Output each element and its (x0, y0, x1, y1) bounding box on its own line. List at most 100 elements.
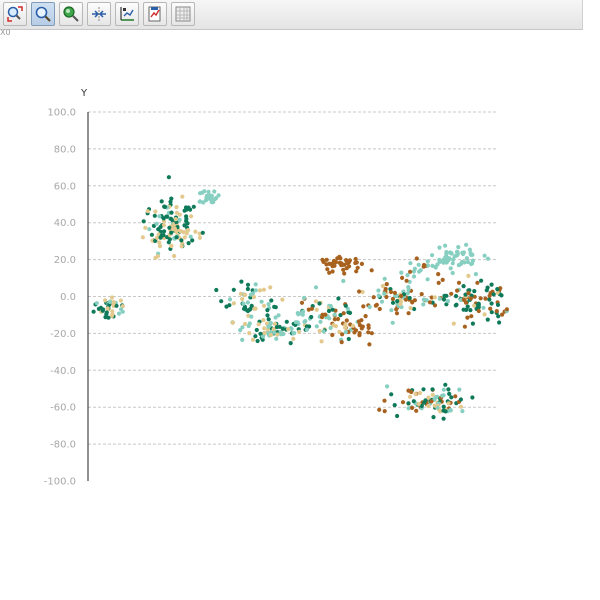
data-point (274, 336, 279, 341)
data-point (100, 308, 105, 313)
data-point (461, 284, 466, 289)
data-point (157, 240, 162, 245)
data-point (167, 225, 172, 230)
data-point (472, 289, 477, 294)
data-point (427, 300, 433, 305)
data-point (476, 308, 481, 314)
data-point (105, 306, 110, 311)
data-point (485, 317, 490, 322)
data-point (462, 324, 467, 329)
data-point (436, 272, 441, 277)
data-point (141, 219, 146, 224)
data-point (266, 302, 271, 307)
data-point (464, 242, 469, 247)
data-point (430, 263, 435, 268)
zoom-green-icon (63, 6, 79, 22)
data-point (359, 326, 364, 331)
data-point (360, 289, 365, 295)
data-point (445, 299, 450, 304)
data-point (426, 403, 431, 409)
data-point (468, 252, 474, 257)
data-point (272, 330, 277, 335)
data-point (253, 282, 258, 287)
data-point (231, 287, 236, 292)
data-point (371, 295, 376, 300)
data-point (478, 296, 483, 301)
data-point (335, 256, 340, 261)
data-point (343, 330, 348, 335)
data-point (260, 337, 265, 342)
data-point (107, 299, 113, 304)
grid-table-icon (175, 6, 191, 22)
data-point (455, 251, 460, 256)
zoom-green-button[interactable] (59, 2, 83, 26)
data-point (411, 274, 417, 279)
data-point (110, 309, 115, 314)
data-point (324, 257, 329, 262)
data-point (409, 389, 414, 395)
data-point (449, 251, 454, 256)
data-point (188, 207, 193, 212)
data-point (354, 260, 359, 265)
data-point (301, 309, 306, 314)
data-point (332, 312, 337, 317)
data-point (479, 278, 484, 283)
data-point (366, 330, 371, 335)
data-point (219, 299, 224, 304)
data-point (410, 299, 415, 304)
data-point (392, 290, 397, 295)
grid-table-button[interactable] (171, 2, 195, 26)
data-point (338, 256, 343, 261)
data-point (489, 310, 494, 315)
data-point (417, 390, 423, 396)
data-point (214, 287, 219, 293)
data-point (302, 319, 307, 324)
data-point (429, 295, 434, 300)
data-point (152, 213, 157, 218)
axes-scale-button[interactable] (115, 2, 139, 26)
data-point (166, 175, 171, 180)
data-point (412, 266, 417, 271)
data-point (440, 277, 445, 282)
data-point (252, 306, 257, 311)
data-point (119, 307, 124, 312)
data-point (153, 209, 158, 214)
save-chart-button[interactable] (143, 2, 167, 26)
y-tick-label: 40.0 (54, 218, 76, 229)
data-point (400, 400, 406, 405)
data-point (297, 329, 302, 334)
data-point (426, 395, 431, 400)
data-point (240, 337, 245, 342)
magnifier-button[interactable] (31, 2, 55, 26)
data-point (94, 301, 99, 306)
data-point (267, 323, 272, 328)
data-point (284, 319, 289, 324)
data-point (416, 262, 421, 267)
data-point (432, 303, 438, 308)
data-point (250, 337, 256, 342)
data-point (245, 286, 250, 292)
data-point (255, 338, 260, 344)
data-point (488, 306, 493, 311)
data-point (453, 294, 459, 299)
data-point (406, 287, 411, 292)
data-point (169, 243, 174, 249)
data-point (468, 296, 473, 301)
data-point (262, 330, 267, 336)
data-point (304, 327, 310, 332)
data-point (395, 413, 400, 419)
data-point (404, 278, 409, 283)
data-point (306, 307, 311, 312)
y-tick-label: -40.0 (50, 366, 76, 377)
data-point (345, 306, 350, 311)
data-point (437, 296, 442, 301)
data-point (465, 315, 470, 320)
fit-arrows-button[interactable] (87, 2, 111, 26)
y-tick-label: 80.0 (54, 144, 76, 155)
data-point (172, 253, 177, 259)
data-point (380, 283, 385, 289)
data-point (341, 278, 346, 284)
zoom-in-red-arrow-button[interactable] (3, 2, 27, 26)
data-point (111, 301, 116, 306)
data-point (395, 299, 400, 304)
